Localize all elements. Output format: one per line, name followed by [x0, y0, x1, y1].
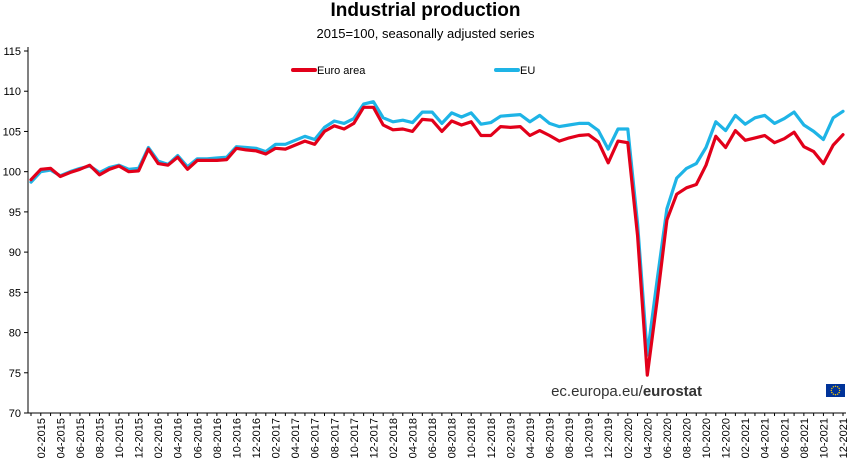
- series-line-euro-area: [29, 105, 845, 377]
- x-tick-label: 04-2017: [290, 418, 302, 458]
- flag-field: [826, 384, 845, 397]
- x-tick-label: 10-2020: [701, 418, 713, 458]
- x-tick-label: 10-2017: [349, 418, 361, 458]
- legend-item: EU: [494, 65, 535, 77]
- flag-star: [836, 393, 839, 395]
- x-tick-label: 06-2019: [545, 418, 557, 458]
- x-tick-label: 04-2021: [760, 418, 772, 458]
- x-tick-label: 06-2016: [192, 418, 204, 458]
- x-tick-label: 06-2020: [662, 418, 674, 458]
- x-tick-label: 10-2019: [584, 418, 596, 458]
- x-tick-label: 06-2021: [779, 418, 791, 458]
- flag-star: [838, 387, 840, 390]
- x-tick-label: 08-2016: [212, 418, 224, 458]
- y-tick-label: 115: [3, 46, 21, 58]
- x-tick-label: 06-2018: [427, 418, 439, 458]
- flag-star: [838, 391, 840, 394]
- x-tick-label: 10-2021: [818, 418, 830, 458]
- x-tick-label: 04-2019: [525, 418, 537, 458]
- x-tick-label: 12-2021: [838, 418, 850, 458]
- y-tick-label: 80: [9, 328, 21, 340]
- y-tick-label: 105: [3, 126, 21, 138]
- x-tick-label: 12-2015: [134, 418, 146, 458]
- flag-star: [836, 386, 839, 388]
- y-tick-label: 95: [9, 207, 21, 219]
- legend-label: Euro area: [317, 65, 366, 77]
- x-tick-label: 02-2017: [271, 418, 283, 458]
- x-tick-label: 02-2018: [388, 418, 400, 458]
- x-tick-label: 08-2020: [681, 418, 693, 458]
- y-tick-label: 100: [3, 167, 21, 179]
- flag-star: [830, 389, 832, 392]
- x-tick-label: 08-2017: [329, 418, 341, 458]
- source-prefix: ec.europa.eu/: [551, 383, 644, 400]
- x-tick-label: 04-2020: [642, 418, 654, 458]
- source-brand: eurostat: [643, 383, 702, 400]
- x-tick-label: 08-2021: [799, 418, 811, 458]
- legend-label: EU: [520, 65, 535, 77]
- series-line-eu: [29, 100, 845, 357]
- y-tick-label: 110: [3, 86, 21, 98]
- x-tick-label: 08-2018: [447, 418, 459, 458]
- x-tick-label: 02-2019: [505, 418, 517, 458]
- x-tick-label: 04-2018: [408, 418, 420, 458]
- series-layer: [29, 100, 845, 377]
- flag-star: [834, 394, 837, 396]
- chart-subtitle: 2015=100, seasonally adjusted series: [316, 26, 535, 41]
- x-tick-label: 06-2015: [75, 418, 87, 458]
- x-tick-label: 10-2016: [231, 418, 243, 458]
- x-tick-label: 10-2015: [114, 418, 126, 458]
- flag-star: [839, 389, 841, 392]
- y-tick-label: 75: [9, 368, 21, 380]
- x-tick-label: 02-2016: [153, 418, 165, 458]
- x-axis: 02-2015 04-2015 06-2015 08-2015 10-2015 12-20…: [28, 412, 850, 458]
- legend-item: Euro area: [291, 65, 366, 77]
- x-tick-label: 12-2020: [721, 418, 733, 458]
- x-tick-label: 08-2019: [564, 418, 576, 458]
- source-credit: ec.europa.eu/eurostat: [551, 383, 845, 400]
- y-tick-label: 70: [9, 408, 21, 420]
- x-tick-label: 12-2019: [603, 418, 615, 458]
- y-axis: 70 75 80 85 90 95 100 105 110 115: [3, 46, 29, 420]
- x-tick-label: 02-2021: [740, 418, 752, 458]
- x-tick-label: 12-2016: [251, 418, 263, 458]
- flag-star: [832, 393, 835, 395]
- flag-star: [832, 386, 835, 388]
- x-tick-label: 12-2018: [486, 418, 498, 458]
- flag-star: [831, 391, 833, 394]
- x-tick-label: 04-2016: [173, 418, 185, 458]
- eu-flag-icon: [826, 384, 845, 397]
- x-tick-label: 02-2015: [36, 418, 48, 458]
- x-tick-label: 04-2015: [55, 418, 67, 458]
- source-text: ec.europa.eu/eurostat: [551, 383, 702, 400]
- y-tick-label: 90: [9, 247, 21, 259]
- x-tick-label: 08-2015: [94, 418, 106, 458]
- flag-star: [831, 387, 833, 390]
- legend: Euro area EU: [291, 65, 535, 77]
- x-tick-label: 12-2017: [368, 418, 380, 458]
- x-tick-label: 10-2018: [466, 418, 478, 458]
- flag-star: [834, 385, 837, 387]
- chart-title: Industrial production: [330, 0, 521, 21]
- y-tick-label: 85: [9, 287, 21, 299]
- x-tick-label: 02-2020: [623, 418, 635, 458]
- x-tick-label: 06-2017: [310, 418, 322, 458]
